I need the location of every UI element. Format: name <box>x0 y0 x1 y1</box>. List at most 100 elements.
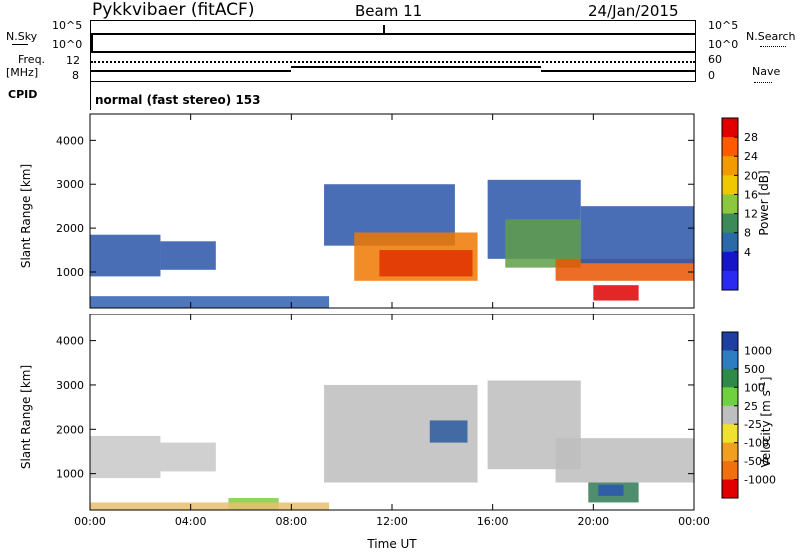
station-title: Pykkvibaer (fitACF) <box>92 0 255 20</box>
velocity-ylabel: Slant Range [km] <box>19 365 33 469</box>
velocity-colorbar-label: Velocity [m s-1] <box>758 377 773 468</box>
power-colorbar-tick-label: 24 <box>744 150 758 163</box>
velocity-colorbar-tick-label: 25 <box>744 400 758 413</box>
velocity-y-tick-label: 1000 <box>56 468 84 481</box>
velocity-colorbar-tick-label: -1000 <box>744 474 776 487</box>
freq-label-line1: Freq. <box>18 53 46 66</box>
velocity-colorbar-swatch <box>722 350 738 370</box>
power-colorbar-swatch <box>722 251 738 272</box>
date-label: 24/Jan/2015 <box>588 2 679 20</box>
power-data-region <box>593 285 639 301</box>
noise-trace <box>91 33 695 35</box>
power-colorbar-tick-label: 4 <box>744 246 751 259</box>
power-colorbar-tick-label: 8 <box>744 227 751 240</box>
velocity-colorbar-label-end: ] <box>759 377 773 382</box>
velocity-data-region <box>160 442 216 472</box>
power-colorbar-swatch <box>722 232 738 253</box>
freq-label-line2: [MHz] <box>6 66 39 79</box>
power-y-tick-label: 4000 <box>56 134 84 147</box>
velocity-data-region <box>555 438 694 483</box>
velocity-colorbar-tick-label: -100 <box>744 437 769 450</box>
nsearch-legend-line <box>760 46 786 47</box>
nsearch-tick-top: 10^5 <box>708 19 739 32</box>
cpid-label: CPID <box>8 88 38 101</box>
nave-trace <box>91 61 695 63</box>
power-colorbar-swatch <box>722 118 738 138</box>
nsky-legend-line <box>12 44 28 45</box>
cpid-mode-text: normal (fast stereo) 153 <box>95 93 261 107</box>
power-colorbar-tick-label: 16 <box>744 188 758 201</box>
power-panel: 1000 2000 3000 4000 Slant Range [km] 28 24 20… <box>19 113 771 309</box>
cpid-left-border <box>90 82 91 110</box>
power-data-region <box>90 296 330 308</box>
power-y-tick-label: 2000 <box>56 222 84 235</box>
noise-spike <box>383 25 385 33</box>
freq-tick-top: 12 <box>66 54 80 67</box>
power-colorbar-label: Power [dB] <box>757 170 771 235</box>
time-axis-label: Time UT <box>366 537 417 551</box>
velocity-data-region <box>90 435 161 479</box>
power-colorbar-tick-label: 28 <box>744 131 758 144</box>
velocity-colorbar-label-main: Velocity [m s <box>759 390 773 467</box>
power-data-region <box>160 241 216 270</box>
power-colorbar-swatch <box>722 175 738 195</box>
velocity-x-tick-label: 08:00 <box>275 515 307 528</box>
velocity-x-tick-label: 00:00 <box>678 515 710 528</box>
velocity-colorbar-tick-label: 1000 <box>744 344 772 357</box>
velocity-x-tick-label: 04:00 <box>175 515 207 528</box>
power-colorbar-swatch <box>722 194 738 215</box>
velocity-x-tick-label: 00:00 <box>74 515 106 528</box>
nave-legend-line <box>754 82 772 83</box>
velocity-x-tick-label: 12:00 <box>376 515 408 528</box>
freq-trace-2 <box>291 66 541 68</box>
nsearch-tick-bottom: 10^0 <box>708 38 739 51</box>
power-colorbar-tick-label: 12 <box>744 208 758 221</box>
frequency-panel <box>90 52 696 82</box>
velocity-colorbar-swatch <box>722 405 738 425</box>
power-colorbar-swatch <box>722 156 738 176</box>
power-y-tick-label: 3000 <box>56 178 84 191</box>
noise-panel <box>90 20 696 52</box>
velocity-x-tick-label: 16:00 <box>477 515 509 528</box>
freq-tick-bottom: 8 <box>72 69 79 82</box>
nave-tick-bottom: 0 <box>708 69 715 82</box>
noise-start-marker <box>91 33 93 51</box>
velocity-data-region <box>429 420 468 443</box>
nsky-label: N.Sky <box>6 30 38 43</box>
velocity-y-tick-label: 4000 <box>56 335 84 348</box>
velocity-colorbar-tick-label: -500 <box>744 455 769 468</box>
velocity-colorbar-swatch <box>722 461 738 481</box>
freq-trace-3 <box>541 70 695 72</box>
beam-label: Beam 11 <box>355 2 423 20</box>
power-data-region <box>379 250 473 277</box>
power-colorbar-frame <box>721 117 739 291</box>
velocity-colorbar-swatch <box>722 332 738 351</box>
nave-label: Nave <box>752 65 781 78</box>
freq-trace-1 <box>91 70 291 72</box>
power-ylabel: Slant Range [km] <box>19 164 33 268</box>
velocity-colorbar-label-sup: -1 <box>758 381 768 390</box>
power-data-region <box>90 234 161 277</box>
power-colorbar-tick-label: 20 <box>744 169 758 182</box>
velocity-y-tick-label: 3000 <box>56 379 84 392</box>
velocity-y-tick-label: 2000 <box>56 423 84 436</box>
nsky-tick-bottom: 10^0 <box>52 38 83 51</box>
power-data-region <box>580 206 694 264</box>
velocity-colorbar-tick-label: -25 <box>744 418 762 431</box>
velocity-colorbar-swatch <box>722 387 738 407</box>
power-y-tick-label: 1000 <box>56 266 84 279</box>
velocity-data-region <box>90 502 330 510</box>
velocity-colorbar-swatch <box>722 442 738 462</box>
nsearch-label: N.Search <box>746 30 796 43</box>
nsky-tick-top: 10^5 <box>52 19 83 32</box>
velocity-colorbar-frame <box>721 331 739 499</box>
velocity-colorbar-swatch <box>722 479 738 499</box>
nave-tick-top: 60 <box>708 53 722 66</box>
velocity-colorbar-swatch <box>722 424 738 444</box>
power-colorbar-swatch <box>722 213 738 234</box>
velocity-colorbar-tick-label: 500 <box>744 363 765 376</box>
velocity-colorbar-tick-label: 100 <box>744 381 765 394</box>
power-colorbar-swatch <box>722 137 738 157</box>
power-colorbar-swatch <box>722 270 738 291</box>
power-data-region <box>555 258 694 281</box>
